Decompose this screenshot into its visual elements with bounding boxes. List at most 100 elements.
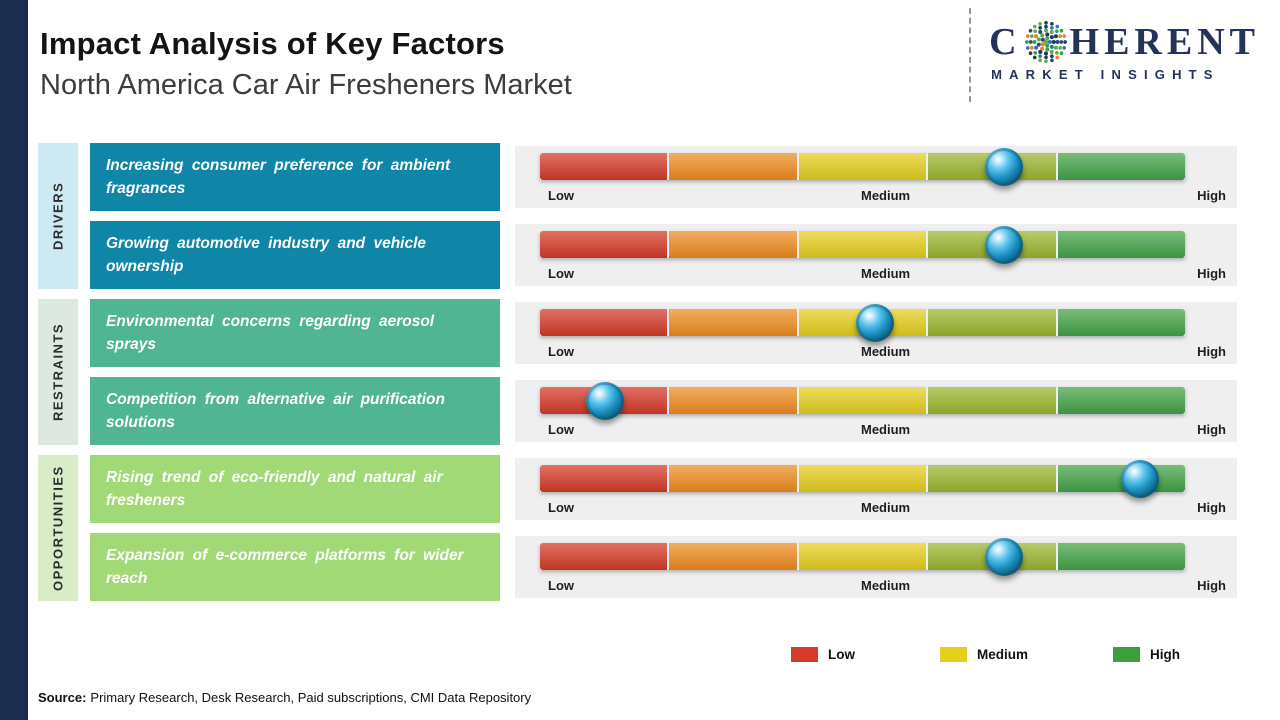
page-title: Impact Analysis of Key Factors (40, 26, 505, 61)
bar-segment (928, 465, 1056, 492)
factor-box: Competition from alternative air purific… (90, 377, 500, 445)
bar-segment (798, 543, 927, 570)
scale-low-label: Low (548, 266, 574, 281)
source-label: Source: (38, 690, 87, 705)
legend-item-high: High (1113, 647, 1180, 662)
legend: Low Medium High (0, 647, 1180, 662)
group-label-drivers: DRIVERS (38, 143, 78, 289)
scale-medium-label: Medium (860, 578, 911, 593)
scale-low-label: Low (548, 422, 574, 437)
scale-high-label: High (1197, 500, 1226, 515)
bar-segment (540, 231, 668, 258)
impact-scale-labels: Low Medium High (548, 266, 1226, 281)
legend-swatch-high (1113, 647, 1140, 662)
impact-analysis-chart: DRIVERS Increasing consumer preference f… (38, 143, 1280, 601)
scale-high-label: High (1197, 188, 1226, 203)
logo-wordmark: C HERENT (989, 20, 1260, 64)
factor-row: Increasing consumer preference for ambie… (90, 143, 1237, 211)
impact-scale-labels: Low Medium High (548, 578, 1226, 593)
factor-row: Environmental concerns regarding aerosol… (90, 299, 1237, 367)
logo-suffix: HERENT (1069, 21, 1260, 63)
bar-segment (1057, 387, 1186, 414)
bar-segment (669, 465, 797, 492)
legend-swatch-medium (939, 647, 967, 662)
impact-marker (985, 537, 1024, 576)
impact-marker (856, 303, 895, 342)
bar-segment (798, 153, 927, 180)
scale-high-label: High (1197, 266, 1226, 281)
bar-segment (540, 543, 668, 570)
legend-item-medium: Medium (939, 647, 1028, 662)
factor-box: Environmental concerns regarding aerosol… (90, 299, 500, 367)
scale-high-label: High (1197, 344, 1226, 359)
bar-segment (669, 231, 797, 258)
impact-bar-area: Low Medium High (515, 536, 1237, 598)
page-subtitle: North America Car Air Fresheners Market (40, 69, 572, 101)
legend-label-medium: Medium (976, 647, 1028, 662)
bar-segment (669, 543, 797, 570)
bar-segment (798, 465, 927, 492)
group-opportunities: OPPORTUNITIES Rising trend of eco-friend… (38, 455, 1237, 601)
impact-scale-labels: Low Medium High (548, 422, 1226, 437)
group-restraints: RESTRAINTS Environmental concerns regard… (38, 299, 1237, 445)
factor-row: Rising trend of eco-friendly and natural… (90, 455, 1237, 523)
header: Impact Analysis of Key Factors North Ame… (0, 0, 1280, 143)
bar-segment (669, 387, 797, 414)
logo-prefix: C (989, 21, 1022, 63)
scale-low-label: Low (548, 344, 574, 359)
bar-segment (1057, 309, 1186, 336)
legend-swatch-low (790, 647, 818, 662)
legend-label-low: Low (827, 647, 855, 662)
bar-segment (1057, 543, 1186, 570)
bar-segment (540, 309, 668, 336)
impact-marker (985, 147, 1024, 186)
bar-segment (928, 309, 1056, 336)
impact-marker (585, 381, 624, 420)
bar-segment (669, 153, 797, 180)
impact-bar-area: Low Medium High (515, 146, 1237, 208)
logo-tagline: MARKET INSIGHTS (991, 67, 1220, 82)
bar-segment (1057, 153, 1186, 180)
logo-inner: C HERENT MARKET INSIGHTS (989, 20, 1260, 82)
bar-segment (928, 387, 1056, 414)
logo: C HERENT MARKET INSIGHTS (969, 8, 1260, 102)
impact-bar-area: Low Medium High (515, 224, 1237, 286)
factor-row: Competition from alternative air purific… (90, 377, 1237, 445)
factor-box: Rising trend of eco-friendly and natural… (90, 455, 500, 523)
scale-medium-label: Medium (860, 188, 911, 203)
bar-segment (540, 465, 668, 492)
coherent-globe-icon (1024, 21, 1067, 63)
impact-bar (540, 459, 1186, 498)
impact-scale-labels: Low Medium High (548, 500, 1226, 515)
group-label-restraints: RESTRAINTS (38, 299, 78, 445)
legend-item-low: Low (790, 647, 855, 662)
bar-segment (798, 231, 927, 258)
scale-medium-label: Medium (860, 266, 911, 281)
impact-bar (540, 303, 1186, 342)
group-label-opportunities: OPPORTUNITIES (38, 455, 78, 601)
bar-segment (1057, 231, 1186, 258)
scale-medium-label: Medium (860, 500, 911, 515)
impact-bar (540, 381, 1186, 420)
factor-box: Increasing consumer preference for ambie… (90, 143, 500, 211)
scale-high-label: High (1197, 578, 1226, 593)
group-drivers: DRIVERS Increasing consumer preference f… (38, 143, 1237, 289)
source-line: Source: Primary Research, Desk Research, … (38, 690, 1280, 705)
scale-low-label: Low (548, 188, 574, 203)
impact-bar-area: Low Medium High (515, 302, 1237, 364)
source-text: Primary Research, Desk Research, Paid su… (90, 690, 532, 705)
left-accent-strip (0, 0, 28, 720)
impact-scale-labels: Low Medium High (548, 344, 1226, 359)
factor-row: Growing automotive industry and vehicle … (90, 221, 1237, 289)
factor-box: Growing automotive industry and vehicle … (90, 221, 500, 289)
scale-medium-label: Medium (860, 422, 911, 437)
impact-bar (540, 225, 1186, 264)
impact-marker (985, 225, 1024, 264)
impact-bar (540, 537, 1186, 576)
scale-medium-label: Medium (860, 344, 911, 359)
bar-segment (540, 153, 668, 180)
legend-label-high: High (1150, 647, 1180, 662)
bar-segment (798, 387, 927, 414)
factor-row: Expansion of e-commerce platforms for wi… (90, 533, 1237, 601)
bar-segment (669, 309, 797, 336)
